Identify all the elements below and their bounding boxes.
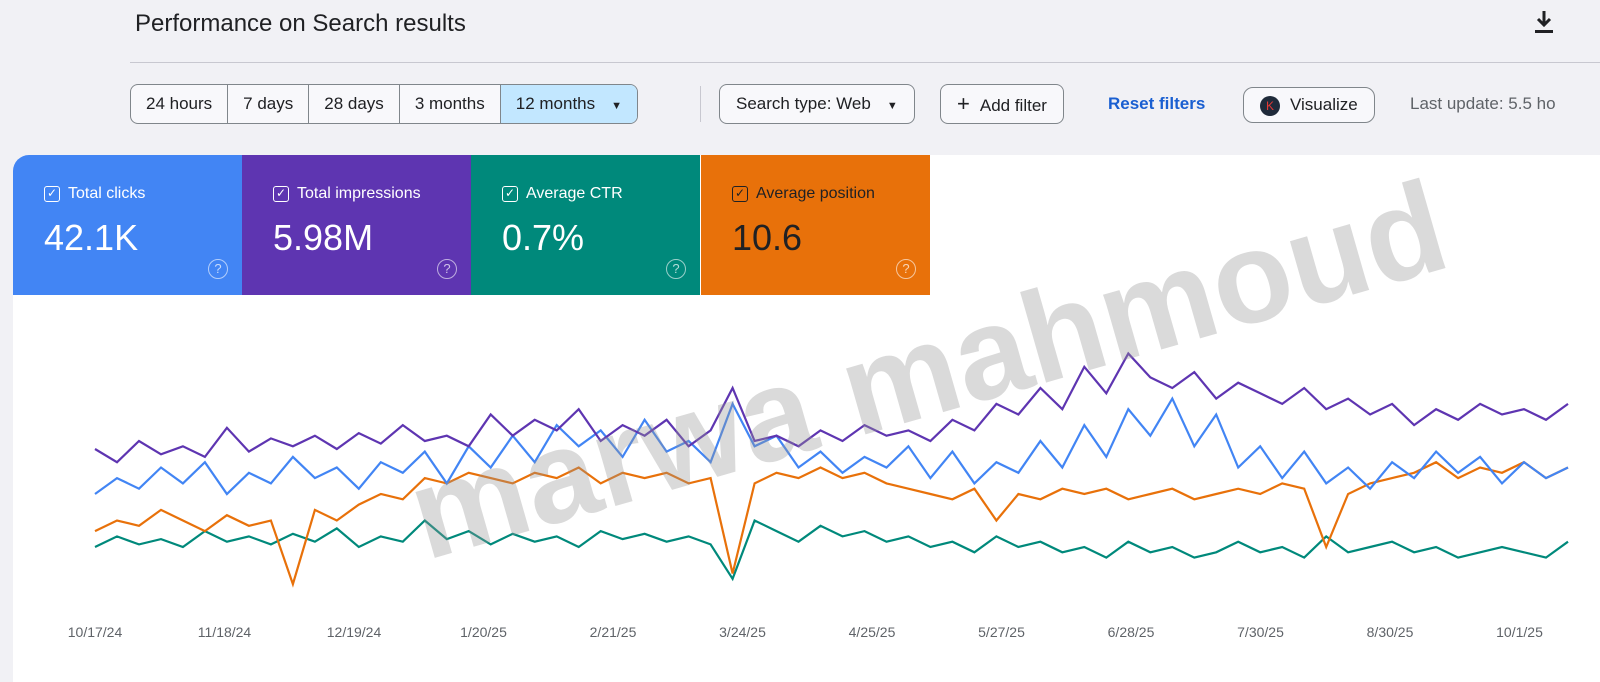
metric-card-average-position[interactable]: ✓ Average position 10.6? xyxy=(701,155,930,295)
range-24-hours[interactable]: 24 hours xyxy=(131,85,229,123)
page-title: Performance on Search results xyxy=(135,10,466,37)
search-type-dropdown[interactable]: Search type: Web ▼ xyxy=(719,84,915,124)
x-tick-label: 12/19/24 xyxy=(327,624,382,640)
x-tick-label: 10/17/24 xyxy=(68,624,123,640)
series-line-total-clicks xyxy=(94,396,1569,496)
help-icon[interactable]: ? xyxy=(896,259,916,279)
x-tick-label: 10/1/25 xyxy=(1496,624,1543,640)
x-tick-label: 1/20/25 xyxy=(460,624,507,640)
download-icon[interactable] xyxy=(1532,8,1556,36)
x-tick-label: 11/18/24 xyxy=(198,624,252,640)
date-range-selector: 24 hours 7 days 28 days 3 months 12 mont… xyxy=(130,84,639,124)
x-tick-label: 8/30/25 xyxy=(1367,624,1414,640)
add-filter-button[interactable]: + Add filter xyxy=(940,84,1064,124)
x-tick-label: 2/21/25 xyxy=(590,624,637,640)
range-3-months[interactable]: 3 months xyxy=(400,85,501,123)
metric-card-total-impressions[interactable]: ✓ Total impressions 5.98M? xyxy=(242,155,471,295)
help-icon[interactable]: ? xyxy=(666,259,686,279)
checkbox-icon[interactable]: ✓ xyxy=(502,186,518,202)
x-tick-label: 4/25/25 xyxy=(849,624,896,640)
x-tick-label: 5/27/25 xyxy=(978,624,1025,640)
metric-card-average-ctr[interactable]: ✓ Average CTR 0.7%? xyxy=(471,155,700,295)
reset-filters-link[interactable]: Reset filters xyxy=(1108,94,1206,113)
divider xyxy=(700,86,701,122)
help-icon[interactable]: ? xyxy=(437,259,457,279)
checkbox-icon[interactable]: ✓ xyxy=(732,186,748,202)
metric-card-total-clicks[interactable]: ✓ Total clicks 42.1K? xyxy=(13,155,242,295)
series-line-total-impressions xyxy=(94,351,1569,464)
last-update-text: Last update: 5.5 ho xyxy=(1410,94,1556,113)
range-12-months[interactable]: 12 months ▼ xyxy=(500,85,638,123)
checkbox-icon[interactable]: ✓ xyxy=(273,186,289,202)
plus-icon: + xyxy=(957,91,970,116)
extension-logo-icon: K xyxy=(1260,95,1280,116)
help-icon[interactable]: ? xyxy=(208,259,228,279)
x-tick-label: 3/24/25 xyxy=(719,624,766,640)
range-7-days[interactable]: 7 days xyxy=(228,85,310,123)
x-tick-label: 7/30/25 xyxy=(1237,624,1284,640)
performance-chart[interactable]: 10/17/24 11/18/24 12/19/24 1/20/25 2/21/25 3/… xyxy=(13,155,1600,682)
dropdown-arrow-icon: ▼ xyxy=(611,100,623,112)
series-line-average-position xyxy=(94,460,1569,588)
divider xyxy=(130,62,1600,63)
visualize-button[interactable]: K Visualize xyxy=(1243,87,1375,123)
performance-panel: ✓ Total clicks 42.1K? ✓ Total impressions 5.… xyxy=(13,155,1600,682)
dropdown-arrow-icon: ▼ xyxy=(886,100,898,112)
checkbox-icon[interactable]: ✓ xyxy=(44,186,60,202)
x-tick-label: 6/28/25 xyxy=(1108,624,1155,640)
series-line-average-ctr xyxy=(94,518,1569,582)
range-28-days[interactable]: 28 days xyxy=(309,85,400,123)
